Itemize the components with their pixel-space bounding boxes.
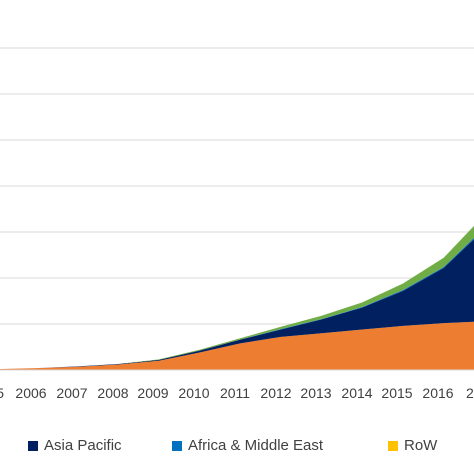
x-tick-label: 5: [0, 385, 4, 401]
x-tick-label: 2015: [381, 385, 412, 401]
x-tick-label: 2007: [56, 385, 87, 401]
legend-swatch: [388, 440, 398, 451]
x-tick-label: 2009: [137, 385, 168, 401]
series-areas: [0, 225, 474, 370]
x-tick-label: 2011: [220, 385, 250, 401]
legend-swatch: [28, 440, 38, 451]
legend-item-africa-middle-east: Africa & Middle East: [172, 437, 323, 454]
x-tick-labels: 5 2006 2007 2008 2009 2010 2011 2012 2013 2014 201…: [0, 385, 474, 401]
x-tick-label: 2016: [422, 385, 453, 401]
x-tick-label: 2010: [178, 385, 209, 401]
stacked-area-chart: 5 2006 2007 2008 2009 2010 2011 2012 2013 2014 201…: [0, 47, 474, 401]
x-tick-label: 2014: [341, 385, 372, 401]
legend-label: Africa & Middle East: [188, 437, 324, 454]
x-tick-label: 2013: [300, 385, 331, 401]
area-series-1: [0, 239, 474, 369]
x-tick-label: 2012: [260, 385, 291, 401]
legend-item-row: RoW: [388, 437, 437, 454]
x-tick-label: 2(: [466, 385, 474, 401]
legend-label: Asia Pacific: [44, 437, 122, 454]
x-tick-label: 2006: [15, 385, 46, 401]
legend-swatch: [172, 440, 182, 451]
gridlines: [0, 47, 474, 325]
area-series-3: [0, 225, 474, 369]
area-series-0: [0, 321, 474, 370]
legend-item-asia-pacific: Asia Pacific: [28, 437, 122, 454]
x-tick-label: 2008: [97, 385, 128, 401]
legend: Asia Pacific Africa & Middle East RoW: [0, 437, 474, 459]
legend-label: RoW: [404, 437, 438, 454]
